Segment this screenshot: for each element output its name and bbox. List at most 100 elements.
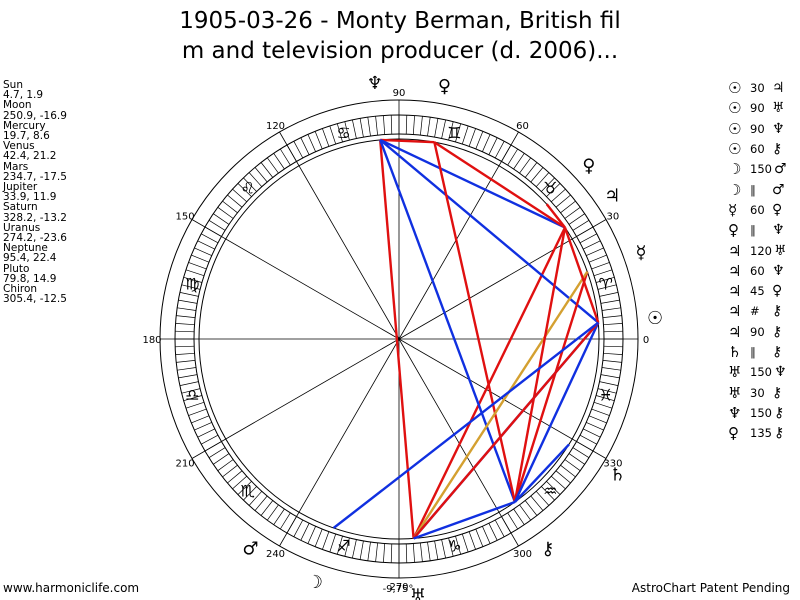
aspect-angle: 150 [750, 405, 772, 420]
aspect-line-uranus-chiron [413, 500, 516, 540]
bottom-label: -9,75° [383, 584, 414, 595]
spoke-150 [191, 219, 400, 340]
sign-glyph-10: ♒ [543, 481, 557, 500]
aspect-line-jupiter-chiron [513, 227, 567, 503]
aspect-row: ♃ 120 ♅ [728, 240, 787, 260]
aspect-row: ♃ 90 ⚷ [728, 322, 787, 342]
aspect-planet-1: ♃ [728, 241, 742, 260]
sign-glyph-4: ♌ [241, 179, 255, 198]
planet-coords-sun: 4.7, 1.9 [3, 89, 44, 102]
sign-glyph-0: ♈ [599, 275, 613, 294]
aspect-planet-1: ♃ [728, 261, 742, 280]
planet-name-uranus: Uranus [3, 221, 41, 234]
planet-list: Sun 4.7, 1.9 Moon 250.9, -16.9 Mercury 19.7, … [3, 80, 67, 305]
sign-glyph-6: ♎ [185, 385, 199, 404]
degree-label-60: 60 [516, 121, 529, 132]
aspect-planet-2: ♅ [773, 242, 787, 259]
sign-glyphs: ♈ ♉ ♊ ♋ ♌ ♍ ♎ ♏ ♐ ♑ ♒ ♓ [185, 123, 613, 555]
aspect-angle: 150 [750, 162, 772, 177]
aspect-row: ♀ ∥ ♆ [728, 220, 787, 240]
aspect-line-mercury-chiron [513, 271, 589, 503]
aspect-planet-1: ♀ [728, 424, 739, 443]
sign-glyph-11: ♓ [599, 385, 613, 404]
aspect-row: ♆ 150 ⚷ [728, 403, 787, 423]
aspect-planet-2: ♃ [772, 80, 785, 97]
degree-label-30: 30 [607, 212, 620, 223]
aspect-angle: 30 [750, 385, 765, 400]
aspect-angle: 135 [750, 426, 772, 441]
aspect-angle: 30 [750, 81, 765, 96]
aspect-angle: 90 [750, 101, 765, 116]
aspect-planet-2: ♆ [772, 262, 785, 279]
planet-coords-mercury: 19.7, 8.6 [3, 130, 50, 143]
planet-coords-pluto: 79.8, 14.9 [3, 272, 57, 285]
aspect-row: ♃ # ⚷ [728, 301, 787, 321]
planet-name-saturn: Saturn [3, 201, 38, 214]
spoke-120 [279, 131, 400, 340]
chart-title: 1905-03-26 - Monty Berman, British fil m… [0, 6, 800, 66]
title-line-2: m and television producer (d. 2006)... [181, 38, 619, 64]
planet-glyph-sun: ☉ [647, 308, 663, 329]
planet-name-chiron: Chiron [3, 283, 38, 296]
aspect-line-sun-chiron [513, 322, 600, 503]
aspect-angle: 45 [750, 284, 765, 299]
aspect-angle: ∥ [750, 182, 756, 197]
aspect-planet-2: ⚷ [773, 425, 785, 442]
spoke-210 [191, 338, 400, 459]
aspect-line-neptune-sun [379, 138, 600, 324]
aspect-row: ☽ 150 ♂ [728, 159, 787, 179]
aspect-row: ☉ 60 ⚷ [728, 139, 787, 159]
degree-label-300: 300 [513, 549, 532, 560]
sign-glyph-2: ♊ [447, 123, 461, 142]
aspect-row: ♅ 150 ♆ [728, 362, 787, 382]
planet-glyph-mars: ♂ [242, 539, 258, 560]
aspect-planet-2: ♆ [772, 222, 785, 239]
aspect-row: ♃ 60 ♆ [728, 261, 787, 281]
aspect-planet-1: ☽ [728, 160, 742, 179]
sign-glyph-3: ♋ [336, 123, 350, 142]
planet-name-jupiter: Jupiter [3, 181, 38, 194]
degree-label-270: 270 [389, 582, 408, 593]
aspect-planet-1: ☿ [728, 200, 738, 219]
footer-website[interactable]: www.harmoniclife.com [3, 581, 140, 595]
aspect-row: ☉ 30 ♃ [728, 78, 787, 98]
planet-glyph-venus: ♀ [582, 156, 595, 177]
aspect-planet-1: ☽ [728, 180, 742, 199]
aspect-row: ♀ 135 ⚷ [728, 423, 787, 443]
aspect-angle: 120 [750, 243, 772, 258]
spoke-30 [398, 219, 607, 340]
planet-name-moon: Moon [3, 99, 32, 112]
aspect-planet-1: ♀ [728, 221, 739, 240]
aspect-angle: ∥ [750, 345, 756, 359]
degree-label-180: 180 [142, 335, 161, 346]
aspect-planet-2: ♂ [772, 181, 785, 198]
aspect-planet-1: ♃ [728, 282, 742, 301]
aspect-planet-2: ⚷ [772, 323, 783, 340]
degree-label-90: 90 [393, 88, 406, 99]
aspect-line-venus-jupiter [545, 203, 566, 229]
aspect-line-sun-moon [332, 321, 600, 529]
planet-glyph-saturn: ♄ [609, 464, 625, 485]
aspect-line-neptune-uranus [379, 139, 415, 539]
aspect-line-mercury-uranus [412, 270, 589, 540]
degree-label-210: 210 [176, 459, 195, 470]
aspect-planet-1: ☉ [728, 79, 742, 98]
planet-coords-neptune: 95.4, 22.4 [3, 252, 57, 265]
planet-name-venus: Venus [3, 140, 35, 153]
aspect-row: ☉ 90 ♆ [728, 119, 787, 139]
degree-labels: 0 30 60 90 120 150 180 210 240 270 300 330 [142, 88, 649, 593]
aspect-row: ☿ 60 ♀ [728, 200, 787, 220]
aspect-planet-1: ♃ [728, 302, 742, 321]
degree-label-150: 150 [176, 212, 195, 223]
aspect-angle: 90 [750, 121, 765, 136]
planet-name-neptune: Neptune [3, 242, 48, 255]
degree-label-120: 120 [266, 121, 285, 132]
aspect-planet-2: ⚷ [772, 344, 783, 360]
aspect-planet-2: ♂ [773, 161, 787, 178]
aspect-list: ☉ 30 ♃ ☉ 90 ♅ ☉ 90 ♆ ☉ 60 ⚷ ☽ 150 ♂ ☽ ∥ ♂ ☿ 60 ♀ ♀ ∥ ♆ ♃ 120 ♅ ♃ 60 ♆… [728, 78, 787, 443]
aspect-line-pluto-jupiter [433, 141, 566, 229]
aspect-line-neptune-chiron [379, 139, 517, 503]
planet-glyph-uranus: ♅ [410, 585, 426, 600]
sign-glyph-1: ♉ [543, 179, 557, 198]
planet-glyph-moon: ☽ [307, 572, 323, 593]
